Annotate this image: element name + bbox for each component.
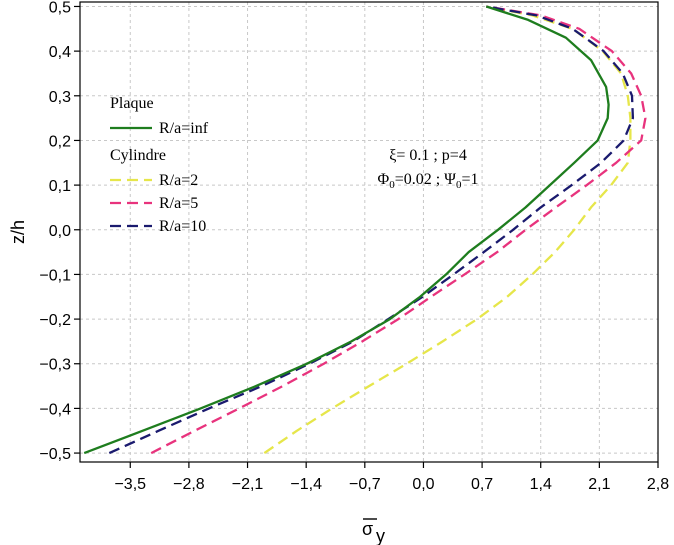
legend-label-r-a-10: R/a=10 bbox=[159, 218, 206, 235]
series-line-r-a-2 bbox=[263, 5, 632, 455]
legend-label-r-a-5: R/a=5 bbox=[159, 195, 198, 212]
y-tick-label: 0,1 bbox=[49, 178, 71, 195]
x-tick-label: −3,5 bbox=[114, 476, 146, 493]
y-tick-label: −0,1 bbox=[39, 267, 71, 284]
legend-group-title-plaque: Plaque bbox=[110, 95, 154, 112]
x-tick-label: 0,0 bbox=[412, 476, 434, 493]
x-tick-label: −1,4 bbox=[290, 476, 322, 493]
annotation-phi-psi-text: =0.02 ; Ψ bbox=[395, 171, 456, 188]
series-line-r-a-5 bbox=[150, 5, 647, 455]
annotation-xi-p: ξ= 0.1 ; p=4 bbox=[389, 147, 467, 164]
y-axis-title: z/h bbox=[8, 220, 28, 244]
y-tick-label: −0,4 bbox=[39, 401, 71, 418]
y-tick-label: −0,5 bbox=[39, 446, 71, 463]
x-tick-label: −0,7 bbox=[349, 476, 381, 493]
annotation-phi-symbol: Φ bbox=[377, 171, 389, 188]
y-tick-label: 0,4 bbox=[49, 44, 71, 61]
annotation-psi-subscript: 0 bbox=[456, 179, 462, 191]
x-tick-label: 2,1 bbox=[588, 476, 610, 493]
y-tick-label: 0,0 bbox=[49, 223, 71, 240]
y-tick-label: 0,5 bbox=[49, 0, 71, 16]
x-axis-title-subscript: y bbox=[376, 526, 385, 545]
grid-layer bbox=[80, 2, 659, 462]
annotation-line-1: ξ= 0.1 ; p=4 bbox=[389, 147, 467, 164]
legend-label-r-a-2: R/a=2 bbox=[159, 172, 198, 189]
x-tick-label: 0,7 bbox=[471, 476, 493, 493]
parameter-annotation: ξ= 0.1 ; p=4 Φ0=0.02 ; Ψ0=1 bbox=[377, 147, 478, 191]
legend: Plaque R/a=inf Cylindre R/a=2 R/a=5 R/a=… bbox=[110, 95, 209, 235]
legend-label-r-a-inf: R/a=inf bbox=[159, 120, 209, 137]
annotation-phi-subscript: 0 bbox=[389, 179, 395, 191]
x-tick-label: 1,4 bbox=[530, 476, 552, 493]
series-layer bbox=[83, 5, 647, 455]
x-tick-label: 2,8 bbox=[647, 476, 669, 493]
y-tick-label: 0,3 bbox=[49, 89, 71, 106]
x-axis-title: σ y bbox=[362, 518, 385, 545]
annotation-line-2: Φ0=0.02 ; Ψ0=1 bbox=[377, 171, 478, 191]
x-tick-label: −2,1 bbox=[232, 476, 264, 493]
plot-area-frame bbox=[79, 1, 659, 463]
x-axis-title-symbol: σ bbox=[362, 519, 373, 539]
y-tick-label: −0,3 bbox=[39, 357, 71, 374]
y-tick-label: −0,2 bbox=[39, 312, 71, 329]
series-line-r-a-inf bbox=[83, 5, 610, 455]
legend-group-title-cylindre: Cylindre bbox=[110, 147, 166, 164]
series-line-r-a-10 bbox=[108, 5, 635, 455]
tick-layer: −3,5 −2,8 −2,1 −1,4 −0,7 0,0 0,7 1,4 2,1 2,8 −0,5 −… bbox=[39, 0, 669, 493]
x-tick-label: −2,8 bbox=[173, 476, 205, 493]
y-tick-label: 0,2 bbox=[49, 133, 71, 150]
annotation-psi-value: =1 bbox=[461, 171, 478, 188]
